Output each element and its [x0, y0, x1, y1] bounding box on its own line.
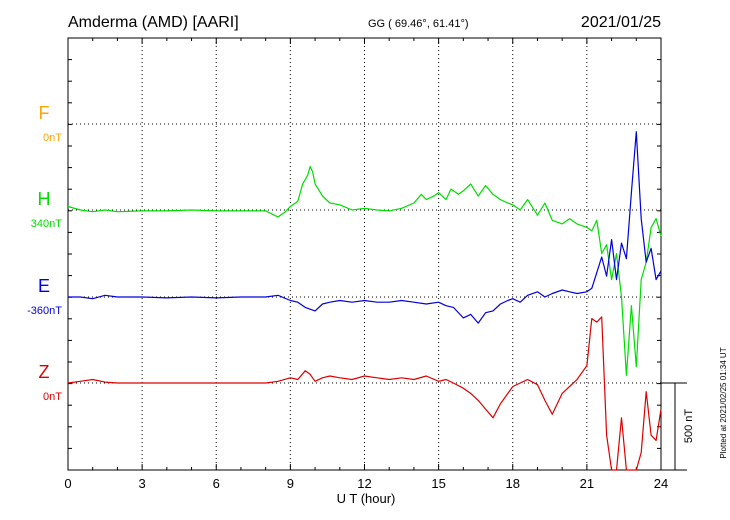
x-tick-label: 15 [431, 476, 445, 491]
series-name-E: E [38, 276, 50, 296]
series-line-H [67, 165, 662, 376]
series-baseline-H: 340nT [31, 218, 62, 230]
x-tick-label: 9 [287, 476, 294, 491]
x-tick-label: 24 [654, 476, 668, 491]
series-line-Z [67, 316, 662, 471]
series-line-E [68, 131, 662, 324]
series-baseline-E: -360nT [27, 305, 62, 317]
series-labels: F 0nT H 340nT E -360nT Z 0nT [27, 103, 62, 403]
series-name-F: F [39, 103, 50, 123]
series-name-Z: Z [39, 362, 50, 382]
chart-date: 2021/01/25 [581, 14, 661, 31]
x-tick-label: 21 [580, 476, 594, 491]
scale-bar: 500 nT [661, 382, 695, 471]
series-baseline-Z: 0nT [43, 391, 62, 403]
x-tick-label: 6 [213, 476, 220, 491]
x-tick-label: 3 [139, 476, 146, 491]
station-title: Amderma (AMD) [AARI] [68, 14, 239, 31]
series-traces [67, 131, 662, 471]
x-axis-label: U T (hour) [337, 491, 396, 506]
grid-lines [68, 38, 661, 470]
plotted-timestamp: Plotted at 2021/02/25 01:34 UT [719, 347, 728, 458]
x-tick-label: 18 [506, 476, 520, 491]
scale-bar-label: 500 nT [683, 409, 695, 444]
x-tick-labels: 0 3 6 9 12 15 18 21 24 [64, 476, 668, 491]
geo-coords: GG ( 69.46°, 61.41°) [368, 18, 469, 30]
x-tick-label: 12 [357, 476, 371, 491]
axis-ticks [67, 38, 662, 470]
x-tick-label: 0 [64, 476, 71, 491]
series-baseline-F: 0nT [43, 132, 62, 144]
series-name-H: H [38, 189, 51, 209]
